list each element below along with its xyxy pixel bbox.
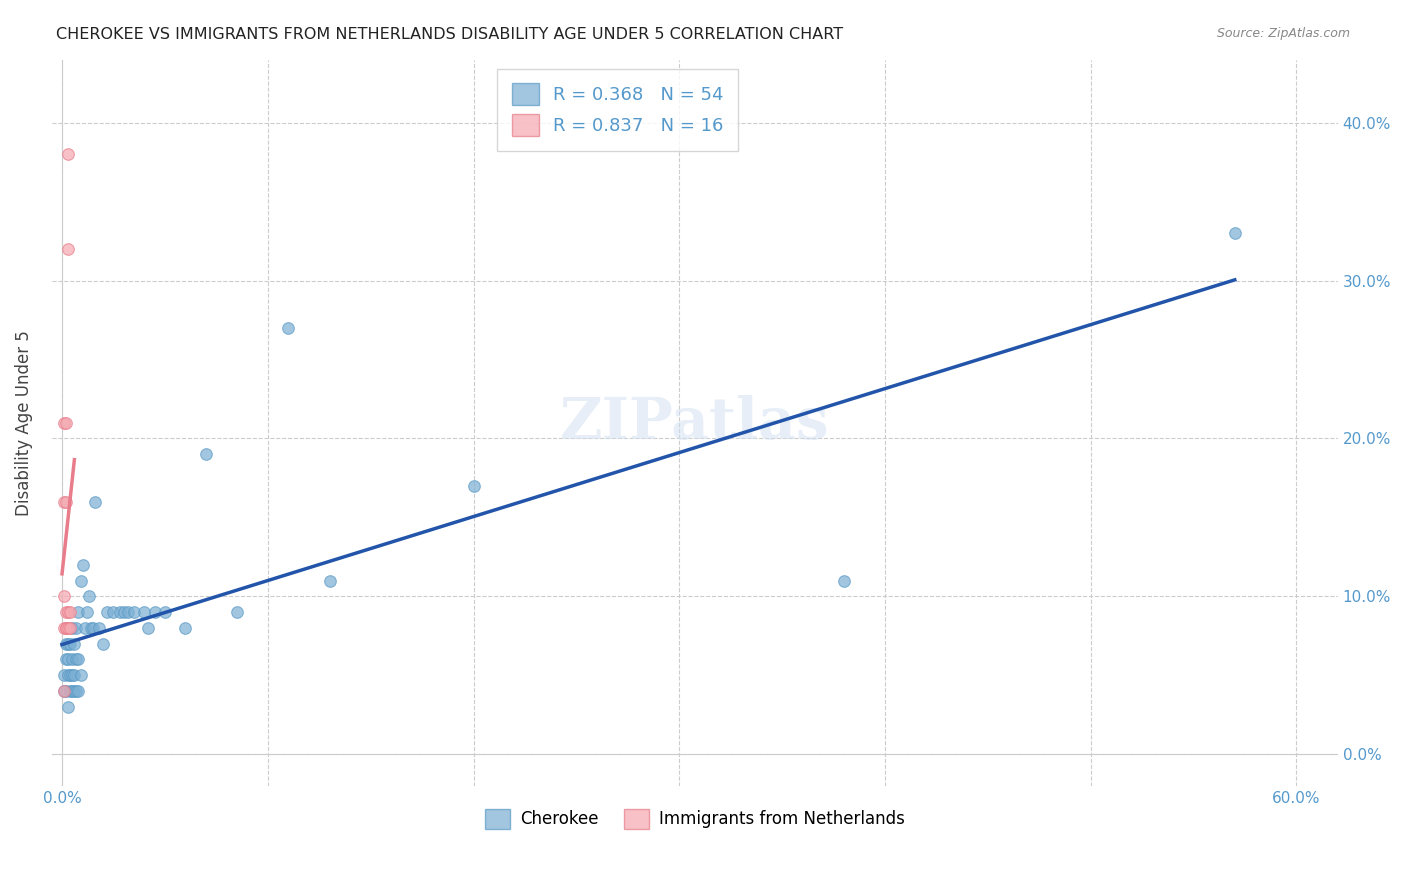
Point xyxy=(53,684,76,698)
Point xyxy=(195,447,218,461)
Text: Source: ZipAtlas.com: Source: ZipAtlas.com xyxy=(1216,27,1350,40)
Point xyxy=(58,621,80,635)
Point xyxy=(59,668,82,682)
Point xyxy=(67,652,90,666)
Point xyxy=(53,494,76,508)
Point xyxy=(108,605,131,619)
Point xyxy=(832,574,855,588)
Point xyxy=(134,605,156,619)
Point xyxy=(69,668,91,682)
Point xyxy=(65,652,87,666)
Point xyxy=(65,684,87,698)
Point xyxy=(67,605,90,619)
Point xyxy=(318,574,340,588)
Point xyxy=(84,494,107,508)
Point xyxy=(63,668,86,682)
Point xyxy=(55,605,77,619)
Text: CHEROKEE VS IMMIGRANTS FROM NETHERLANDS DISABILITY AGE UNDER 5 CORRELATION CHART: CHEROKEE VS IMMIGRANTS FROM NETHERLANDS … xyxy=(56,27,844,42)
Point xyxy=(55,637,77,651)
Point xyxy=(63,637,86,651)
Point xyxy=(53,621,76,635)
Point xyxy=(55,652,77,666)
Point xyxy=(60,652,83,666)
Point xyxy=(55,494,77,508)
Point xyxy=(59,605,82,619)
Text: ZIPatlas: ZIPatlas xyxy=(560,394,830,450)
Legend: Cherokee, Immigrants from Netherlands: Cherokee, Immigrants from Netherlands xyxy=(478,802,911,836)
Point xyxy=(277,321,299,335)
Point xyxy=(91,637,114,651)
Point xyxy=(60,684,83,698)
Y-axis label: Disability Age Under 5: Disability Age Under 5 xyxy=(15,330,32,516)
Point xyxy=(112,605,135,619)
Point xyxy=(55,416,77,430)
Point xyxy=(55,684,77,698)
Point xyxy=(80,621,103,635)
Point xyxy=(58,605,80,619)
Point xyxy=(55,621,77,635)
Point xyxy=(87,621,110,635)
Point xyxy=(60,668,83,682)
Point xyxy=(153,605,176,619)
Point xyxy=(174,621,197,635)
Point xyxy=(67,684,90,698)
Point xyxy=(76,605,98,619)
Point xyxy=(53,684,76,698)
Point xyxy=(72,558,94,572)
Point xyxy=(53,416,76,430)
Point xyxy=(63,684,86,698)
Point xyxy=(58,242,80,256)
Point xyxy=(122,605,145,619)
Point xyxy=(77,590,100,604)
Point xyxy=(82,621,104,635)
Point xyxy=(463,479,485,493)
Point xyxy=(60,621,83,635)
Point xyxy=(69,574,91,588)
Point xyxy=(226,605,249,619)
Point xyxy=(103,605,125,619)
Point xyxy=(55,621,77,635)
Point xyxy=(138,621,160,635)
Point xyxy=(59,621,82,635)
Point xyxy=(65,621,87,635)
Point xyxy=(59,684,82,698)
Point xyxy=(53,668,76,682)
Point xyxy=(58,637,80,651)
Point xyxy=(73,621,96,635)
Point xyxy=(59,637,82,651)
Point xyxy=(53,590,76,604)
Point xyxy=(58,652,80,666)
Point xyxy=(1223,226,1246,240)
Point xyxy=(143,605,166,619)
Point xyxy=(58,147,80,161)
Point xyxy=(58,668,80,682)
Point xyxy=(117,605,139,619)
Point xyxy=(96,605,118,619)
Point xyxy=(58,699,80,714)
